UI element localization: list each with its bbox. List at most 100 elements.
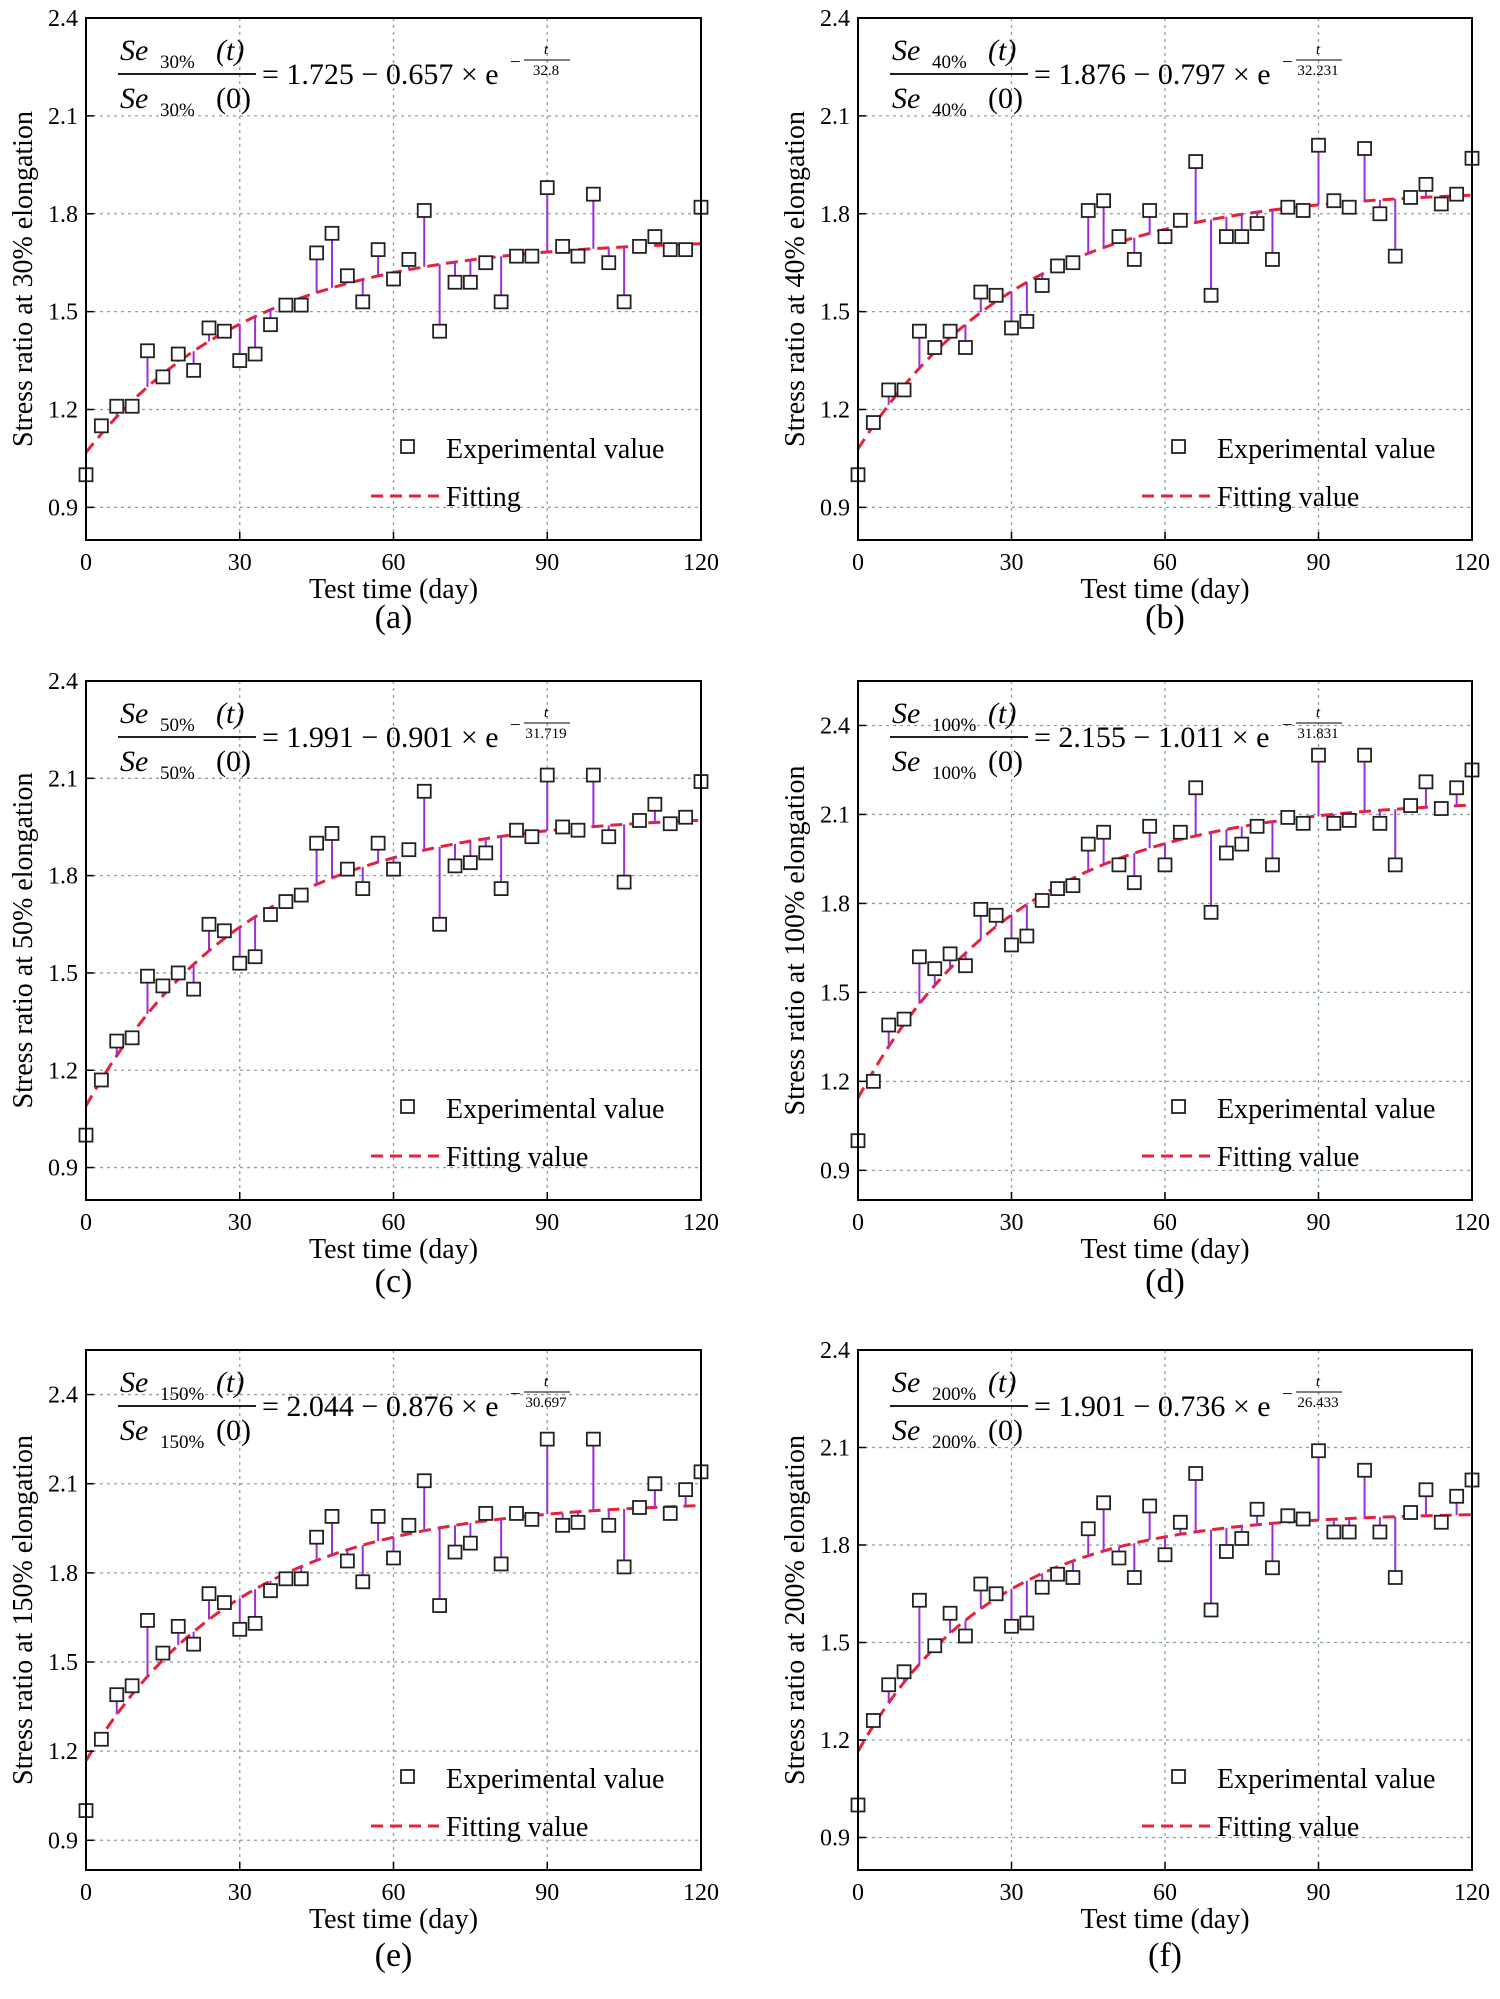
data-point — [1449, 780, 1465, 796]
data-point — [216, 323, 232, 339]
equation-numerator-argument: (t) — [216, 34, 244, 67]
x-tick-label: 60 — [382, 550, 406, 576]
data-point — [912, 949, 927, 965]
data-point — [1172, 824, 1188, 840]
x-axis-label: Test time (day) — [1080, 1904, 1249, 1935]
data-point — [632, 813, 647, 828]
data-point — [570, 822, 586, 838]
data-point — [186, 1636, 202, 1652]
y-tick-label: 1.2 — [48, 1739, 78, 1765]
data-point — [386, 861, 401, 877]
data-point — [1203, 1602, 1219, 1618]
x-tick-label: 120 — [683, 1210, 719, 1236]
data-point — [509, 248, 524, 264]
equation-numerator-subscript: 30% — [160, 52, 195, 73]
data-point — [1065, 1570, 1081, 1585]
data-point — [509, 822, 524, 838]
y-tick-label: 1.5 — [48, 1650, 78, 1676]
x-tick-label: 60 — [382, 1880, 406, 1906]
fit-equation: Se 40% (t) Se 40% (0) = 1.876 − 0.797 × e − t 32.… — [890, 34, 1342, 121]
data-point — [1433, 196, 1449, 212]
equation-exponent-numerator: t — [544, 705, 549, 721]
chart-panel: 0 30 60 90 120 0.9 1.2 1.5 1.8 2.1 2.4 Test time (d… — [780, 680, 1490, 1300]
data-point — [1096, 824, 1111, 840]
legend-marker-symbol — [400, 439, 415, 454]
data-point — [1219, 229, 1234, 244]
data-point — [1341, 812, 1357, 828]
equation-numerator: Se — [120, 34, 148, 67]
equation-exponent-denominator: 32.231 — [1297, 63, 1338, 79]
data-point — [509, 1506, 524, 1521]
fit-equation: Se 50% (t) Se 50% (0) = 1.991 − 0.901 × e − t 31.… — [118, 697, 570, 784]
data-point — [896, 1664, 912, 1680]
data-point — [1249, 1501, 1265, 1517]
data-point — [1050, 1566, 1065, 1582]
legend: Experimental value Fitting value — [1142, 434, 1435, 513]
x-tick-label: 60 — [1153, 1880, 1177, 1906]
x-axis-label: Test time (day) — [309, 1904, 478, 1935]
legend-line-label: Fitting value — [1217, 1812, 1359, 1843]
data-point — [232, 1621, 248, 1637]
y-tick-label: 2.1 — [820, 104, 850, 130]
legend: Experimental value Fitting value — [371, 1094, 664, 1173]
data-point — [1004, 1618, 1019, 1634]
data-point — [1449, 186, 1465, 202]
data-point — [1157, 1547, 1173, 1563]
data-point — [293, 297, 309, 313]
x-tick-label: 90 — [1307, 1880, 1331, 1906]
data-point — [585, 1431, 601, 1447]
data-point — [1111, 229, 1127, 244]
chart-panel: 0 30 60 90 120 0.9 1.2 1.5 1.8 2.1 2.4 Test time (d… — [780, 6, 1490, 636]
chart-panel: 0 30 60 90 120 0.9 1.2 1.5 1.8 2.1 2.4 Test time (d… — [8, 1349, 719, 1974]
data-point — [370, 1509, 386, 1524]
y-tick-label: 2.1 — [820, 1436, 850, 1462]
y-tick-label: 0.9 — [820, 1158, 850, 1184]
data-point — [93, 418, 109, 434]
data-point — [355, 1574, 371, 1590]
data-point — [263, 317, 278, 333]
panel-label: (e) — [375, 1937, 413, 1974]
data-point — [186, 362, 202, 378]
data-point — [1065, 878, 1081, 894]
equation-rhs: = 1.991 − 0.901 × e — [262, 721, 499, 754]
data-point — [432, 916, 448, 932]
data-point — [416, 203, 432, 218]
data-point — [432, 323, 448, 339]
data-point — [93, 1072, 109, 1088]
y-tick-label: 1.2 — [48, 1058, 78, 1084]
data-point — [1265, 252, 1280, 267]
y-tick-label: 1.5 — [820, 1631, 850, 1657]
fit-equation: Se 200% (t) Se 200% (0) = 1.901 − 0.736 × e − t 2… — [890, 1366, 1342, 1453]
y-tick-label: 1.8 — [820, 891, 850, 917]
data-point — [432, 1598, 448, 1613]
x-tick-label: 120 — [1454, 1880, 1490, 1906]
data-point — [1249, 216, 1265, 231]
data-point — [1326, 815, 1342, 831]
data-point — [293, 1571, 309, 1587]
data-point — [278, 297, 294, 313]
fitting-curve — [856, 803, 1473, 1099]
equation-denominator: Se — [892, 745, 920, 778]
y-axis-label: Stress ratio at 100% elongation — [780, 766, 811, 1116]
data-point — [1403, 1505, 1418, 1520]
equation-denominator-argument: (0) — [216, 745, 251, 778]
y-tick-label: 0.9 — [48, 1828, 78, 1854]
y-axis-label: Stress ratio at 200% elongation — [780, 1435, 811, 1785]
equation-denominator-argument: (0) — [988, 82, 1023, 115]
data-point — [232, 353, 248, 368]
equation-exponent-sign: − — [510, 52, 521, 73]
equation-rhs: = 1.901 − 0.736 × e — [1034, 1390, 1271, 1423]
data-point — [339, 268, 355, 284]
data-point — [958, 1628, 973, 1644]
x-axis-label: Test time (day) — [1080, 1234, 1249, 1265]
data-point — [539, 180, 555, 196]
data-point — [339, 1553, 355, 1569]
legend-marker-symbol — [400, 1769, 415, 1784]
data-point — [1219, 845, 1234, 861]
data-point — [1019, 1615, 1035, 1631]
data-point — [973, 284, 989, 300]
data-point — [958, 958, 973, 974]
data-point — [1234, 229, 1250, 244]
data-point — [1357, 747, 1372, 763]
